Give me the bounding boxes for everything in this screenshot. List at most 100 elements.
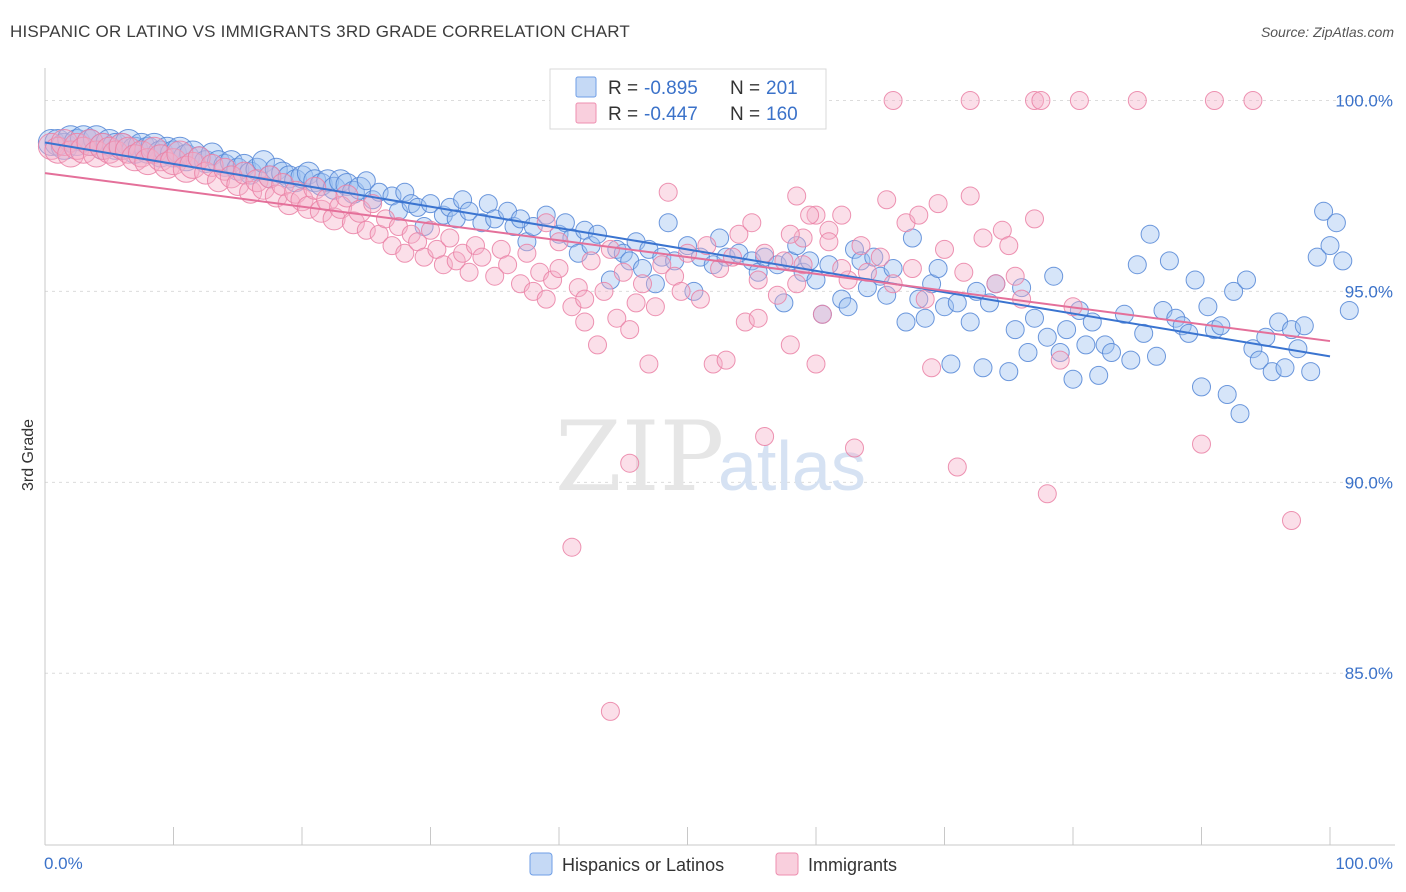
data-point	[697, 236, 717, 256]
y-tick-label: 100.0%	[1335, 92, 1393, 111]
data-point	[960, 91, 980, 110]
y-tick-labels: 100.0% 95.0% 90.0% 85.0%	[1335, 92, 1393, 684]
stats-r-label-2: R =	[608, 104, 638, 125]
data-point	[219, 165, 243, 189]
data-point	[742, 213, 762, 233]
data-point	[575, 312, 595, 332]
stats-r-value-2: -0.447	[644, 104, 698, 125]
data-point	[986, 274, 1006, 294]
x-tick-label-max: 100.0%	[1335, 854, 1393, 873]
data-point	[787, 186, 807, 206]
data-point	[928, 259, 948, 278]
data-point	[1044, 266, 1064, 286]
data-point	[1140, 224, 1160, 244]
data-point	[1230, 404, 1250, 424]
data-point	[562, 537, 582, 557]
data-point	[356, 171, 376, 191]
data-point	[832, 205, 852, 225]
data-point	[947, 293, 967, 313]
stats-n-label-1: N =	[730, 78, 760, 99]
data-point	[633, 274, 652, 294]
data-point	[395, 243, 415, 263]
data-point	[472, 247, 492, 267]
data-point	[213, 157, 237, 181]
data-point	[549, 259, 569, 278]
data-point	[264, 184, 288, 208]
data-point	[1147, 346, 1166, 366]
x-tick-label-min: 0.0%	[44, 854, 83, 873]
data-point	[1307, 247, 1327, 267]
data-point	[1294, 316, 1314, 336]
data-point	[1076, 335, 1096, 355]
data-point	[1192, 434, 1211, 454]
data-point	[594, 281, 614, 301]
data-point	[1204, 91, 1224, 110]
data-point	[252, 150, 275, 174]
data-point	[935, 297, 954, 317]
data-point	[941, 354, 961, 374]
data-point	[729, 224, 749, 244]
legend-swatch-hispanics	[529, 852, 553, 876]
data-point	[1018, 343, 1038, 362]
data-point	[678, 243, 697, 263]
data-point	[536, 289, 556, 309]
data-point	[922, 358, 942, 378]
data-point	[1127, 255, 1147, 275]
trend-line-immigrants	[44, 172, 1331, 343]
data-point	[973, 358, 993, 378]
data-point	[755, 243, 775, 263]
data-point	[626, 293, 646, 313]
data-point	[600, 701, 620, 721]
stats-n-value-2: 160	[766, 104, 798, 125]
legend-swatch-immigrants	[775, 852, 799, 876]
data-point	[433, 205, 453, 225]
data-point	[851, 251, 871, 271]
data-point	[793, 228, 813, 248]
source-label: Source: ZipAtlas.com	[1260, 24, 1394, 40]
data-point	[1198, 297, 1218, 317]
data-point	[1050, 350, 1070, 370]
data-point	[1282, 511, 1301, 530]
data-point	[851, 236, 871, 256]
data-point	[909, 289, 929, 309]
data-point	[1031, 91, 1051, 110]
data-point	[935, 239, 954, 259]
data-point	[1192, 377, 1211, 397]
data-point	[960, 186, 980, 206]
watermark: ZIP atlas	[555, 401, 866, 513]
data-point	[1282, 320, 1301, 340]
y-tick-label: 95.0%	[1345, 282, 1393, 301]
data-point	[716, 350, 736, 370]
data-point	[999, 236, 1019, 256]
data-point	[600, 239, 620, 259]
data-point	[845, 438, 864, 458]
data-point	[421, 220, 440, 240]
data-point	[832, 289, 852, 309]
data-point	[838, 297, 858, 317]
watermark-zip: ZIP	[555, 401, 724, 513]
data-point	[1288, 339, 1308, 359]
data-point	[1127, 91, 1147, 110]
data-point	[1057, 320, 1077, 340]
data-point	[252, 176, 275, 200]
data-point	[1037, 327, 1057, 347]
data-point	[819, 232, 839, 252]
data-point	[1249, 350, 1269, 370]
data-point	[819, 220, 839, 240]
data-point	[1025, 308, 1044, 328]
data-point	[498, 255, 518, 275]
series-immigrants	[37, 91, 1301, 721]
data-point	[748, 308, 768, 328]
data-point	[466, 236, 485, 256]
data-point	[1326, 213, 1346, 233]
legend-label-hispanics: Hispanics or Latinos	[562, 855, 724, 875]
stats-n-value-1: 201	[766, 78, 798, 99]
data-point	[322, 207, 346, 231]
data-point	[1102, 343, 1121, 362]
data-point	[806, 354, 826, 374]
data-point	[1159, 251, 1179, 271]
data-point	[607, 308, 627, 328]
data-point	[902, 259, 922, 278]
data-point	[1025, 209, 1044, 229]
data-point	[787, 274, 807, 294]
